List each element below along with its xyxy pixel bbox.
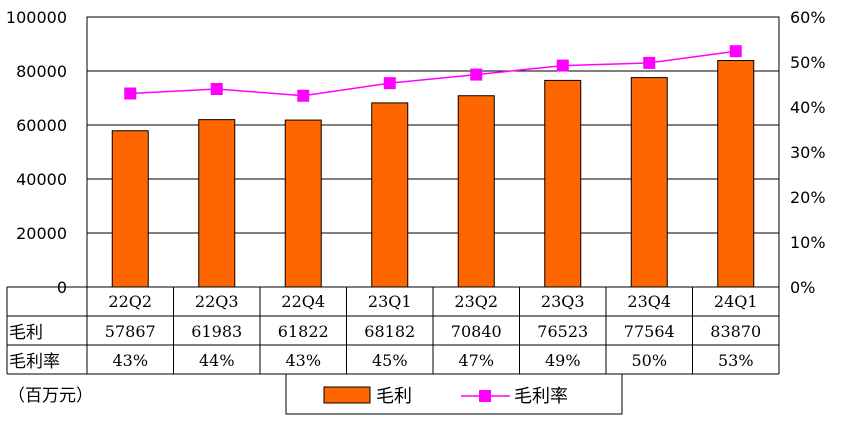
row-label-gross-profit: 毛利 xyxy=(9,323,43,343)
category-label: 23Q2 xyxy=(454,292,498,311)
bar xyxy=(630,77,668,288)
line-marker xyxy=(383,77,396,90)
line-marker xyxy=(556,59,569,72)
rate-value-label: 43% xyxy=(112,351,148,370)
rate-value-label: 43% xyxy=(285,351,321,370)
bar-series xyxy=(111,60,755,288)
bar-value-label: 57867 xyxy=(105,322,156,341)
right-tick-label: 20% xyxy=(790,188,826,207)
left-tick-label: 100000 xyxy=(6,8,67,27)
line-series xyxy=(124,45,742,102)
legend-bar-swatch xyxy=(323,386,371,404)
rate-value-label: 44% xyxy=(199,351,235,370)
line-marker xyxy=(729,45,742,58)
line-marker xyxy=(470,68,483,81)
rate-value-label: 47% xyxy=(458,351,494,370)
category-label: 22Q4 xyxy=(281,292,325,311)
left-tick-label: 60000 xyxy=(16,116,67,135)
legend: 毛利 毛利率 xyxy=(285,373,623,415)
category-label: 23Q3 xyxy=(541,292,585,311)
category-label: 24Q1 xyxy=(714,292,758,311)
bar-value-label: 61983 xyxy=(191,322,242,341)
bar xyxy=(544,79,582,288)
plot-frame xyxy=(86,16,780,288)
bar-value-label: 70840 xyxy=(451,322,502,341)
bar-value-label: 76523 xyxy=(537,322,588,341)
legend-line-label: 毛利率 xyxy=(514,386,568,407)
legend-bar-label: 毛利 xyxy=(376,386,412,407)
line-marker xyxy=(643,56,656,69)
rate-value-label: 45% xyxy=(372,351,408,370)
right-tick-label: 30% xyxy=(790,143,826,162)
unit-label: （百万元） xyxy=(8,386,93,406)
bar-value-label: 61822 xyxy=(278,322,329,341)
line-path xyxy=(130,50,736,97)
bar-value-label: 68182 xyxy=(364,322,415,341)
right-tick-label: 40% xyxy=(790,98,826,117)
rate-value-label: 53% xyxy=(718,351,754,370)
axes xyxy=(86,16,780,288)
gridlines xyxy=(87,16,779,234)
category-label: 22Q2 xyxy=(108,292,152,311)
right-axis-ticks: 0% 10% 20% 30% 40% 50% 60% xyxy=(790,8,826,297)
category-label: 23Q4 xyxy=(627,292,671,311)
bar xyxy=(371,102,409,288)
data-table: 22Q2 57867 43% 22Q3 61983 44% 22Q4 61822 43% 23Q1… xyxy=(6,286,780,375)
rate-value-label: 50% xyxy=(631,351,667,370)
left-tick-label: 40000 xyxy=(16,170,67,189)
left-tick-label: 20000 xyxy=(16,224,67,243)
right-tick-label: 60% xyxy=(790,8,826,27)
bar xyxy=(717,60,755,288)
bar xyxy=(111,130,149,288)
row-label-gross-margin: 毛利率 xyxy=(9,352,60,372)
category-label: 22Q3 xyxy=(195,292,239,311)
right-tick-label: 0% xyxy=(790,278,815,297)
rate-value-label: 49% xyxy=(545,351,581,370)
left-tick-label: 80000 xyxy=(16,62,67,81)
bar xyxy=(284,119,322,288)
line-marker xyxy=(297,89,310,102)
legend-line-marker xyxy=(479,390,491,402)
category-label: 23Q1 xyxy=(368,292,412,311)
line-marker xyxy=(124,87,137,100)
bar xyxy=(457,95,495,288)
line-marker xyxy=(210,83,223,95)
bar-value-label: 77564 xyxy=(624,322,675,341)
bar-value-label: 83870 xyxy=(710,322,761,341)
right-tick-label: 10% xyxy=(790,233,826,252)
bar xyxy=(198,119,236,288)
right-tick-label: 50% xyxy=(790,53,826,72)
legend-box xyxy=(285,373,623,415)
